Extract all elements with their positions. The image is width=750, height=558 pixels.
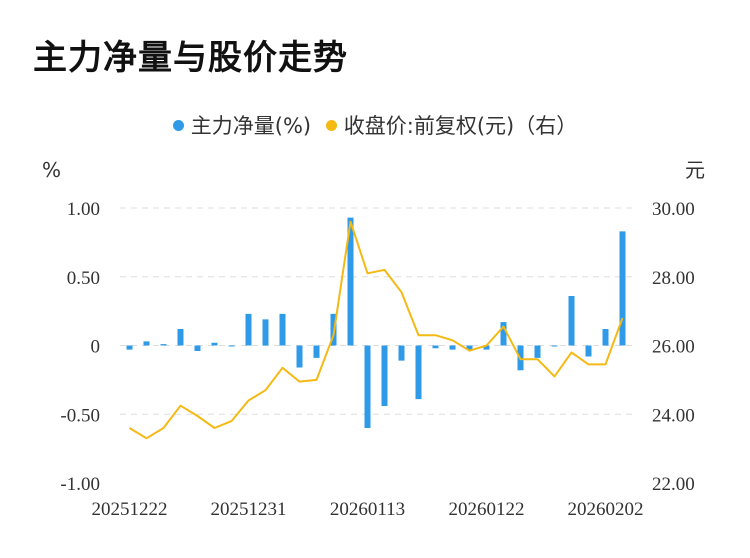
bar[interactable] [313,345,320,358]
bar[interactable] [211,342,218,346]
right-tick-label: 26.00 [652,337,695,358]
left-tick-label: 0.50 [67,268,100,289]
x-tick-label: 20251222 [92,499,168,520]
line-series [128,220,624,440]
bar[interactable] [398,345,405,361]
bar[interactable] [160,344,167,346]
bar[interactable] [568,296,575,346]
right-axis-unit: 元 [685,158,705,182]
bar-series [126,217,626,429]
bar[interactable] [500,322,507,346]
right-tick-label: 24.00 [652,405,695,426]
right-tick-label: 30.00 [652,199,695,220]
bar[interactable] [449,345,456,350]
left-axis-unit: % [42,158,61,182]
bar[interactable] [466,345,473,350]
x-tick-label: 20260122 [449,499,525,520]
legend-item-close-price[interactable]: 收盘价:前复权(元)（右） [325,110,578,140]
right-axis-ticks: 30.00 28.00 26.00 24.00 22.00 [652,199,695,495]
legend-dot-yellow-icon [325,119,337,131]
bar[interactable] [381,345,388,407]
x-axis-ticks: 20251222 20251231 20260113 20260122 20260202 [92,499,644,520]
right-tick-label: 28.00 [652,268,695,289]
bar[interactable] [194,345,201,352]
close-price-line[interactable] [128,220,624,440]
bar[interactable] [602,329,609,346]
bar[interactable] [364,345,371,429]
bar[interactable] [585,345,592,357]
bar[interactable] [415,345,422,400]
bar[interactable] [126,345,133,350]
bar[interactable] [296,345,303,368]
right-tick-label: 22.00 [652,474,695,495]
x-tick-label: 20251231 [211,499,287,520]
bar[interactable] [551,345,558,347]
left-axis-ticks: 1.00 0.50 0 -0.50 -1.00 [60,199,100,495]
legend-item-main-net[interactable]: 主力净量(%) [172,110,312,140]
bar[interactable] [619,231,626,346]
bar[interactable] [228,345,235,347]
legend: 主力净量(%) 收盘价:前复权(元)（右） [0,110,750,140]
left-tick-label: 1.00 [67,199,100,220]
left-tick-label: 0 [91,337,101,358]
x-tick-label: 20260202 [568,499,644,520]
legend-label-close-price: 收盘价:前复权(元)（右） [343,114,578,138]
bar[interactable] [279,313,286,346]
bar[interactable] [534,345,541,358]
x-tick-label: 20260113 [330,499,405,520]
bar[interactable] [143,341,150,346]
bar[interactable] [432,345,439,349]
bar[interactable] [262,319,269,346]
bar[interactable] [347,217,354,346]
legend-dot-blue-icon [172,119,184,131]
chart-title: 主力净量与股价走势 [33,38,348,78]
bar[interactable] [483,345,490,350]
left-tick-label: -1.00 [60,474,100,495]
legend-label-main-net: 主力净量(%) [190,114,312,138]
left-tick-label: -0.50 [60,405,100,426]
bar[interactable] [245,313,252,346]
gridlines [120,207,632,415]
bar[interactable] [177,329,184,346]
